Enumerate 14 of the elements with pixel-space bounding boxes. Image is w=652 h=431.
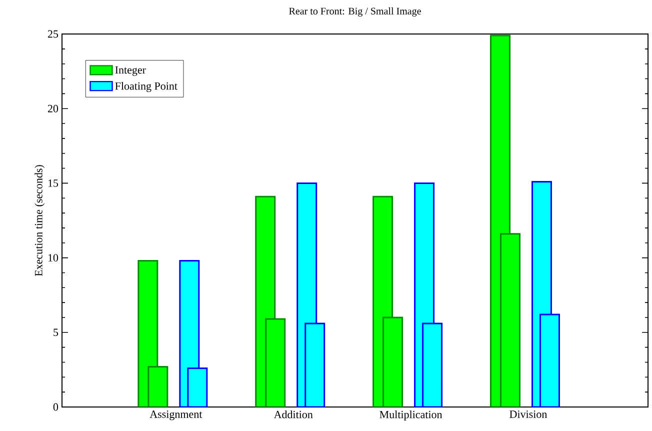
x-tick-label: Multiplication [380, 410, 442, 421]
legend-label: Integer [115, 66, 146, 76]
y-tick-label: 25 [48, 30, 58, 38]
y-tick-label: 10 [48, 254, 58, 262]
x-tick-label: Division [510, 410, 548, 418]
x-tick-label: Addition [274, 410, 313, 418]
chart-title: Rear to Front: Big / Small Image [289, 7, 421, 17]
y-tick-label: 0 [53, 403, 58, 411]
x-tick-label: Assignment [150, 410, 202, 420]
y-tick-label: 20 [48, 104, 58, 112]
y-tick-label: 15 [48, 180, 58, 187]
legend-label: Floating Point [115, 82, 178, 92]
y-axis-title: Execution time (seconds) [34, 165, 45, 276]
y-tick-label: 5 [54, 328, 58, 336]
